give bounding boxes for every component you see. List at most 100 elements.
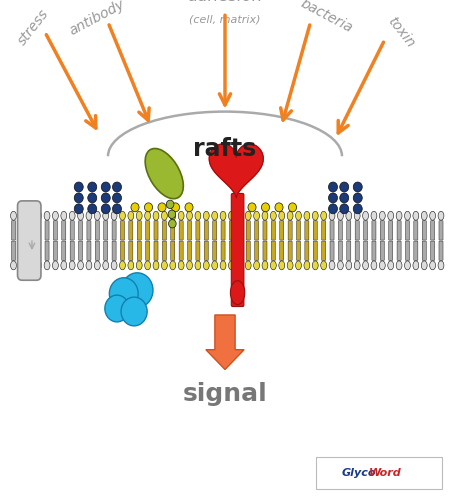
Ellipse shape xyxy=(288,203,297,212)
Ellipse shape xyxy=(144,203,153,212)
Ellipse shape xyxy=(61,211,67,220)
FancyBboxPatch shape xyxy=(121,241,125,260)
Ellipse shape xyxy=(338,211,343,220)
Ellipse shape xyxy=(78,261,84,270)
Ellipse shape xyxy=(145,148,183,199)
FancyBboxPatch shape xyxy=(364,221,368,240)
Ellipse shape xyxy=(328,193,338,203)
Ellipse shape xyxy=(413,211,419,220)
Ellipse shape xyxy=(101,182,110,192)
Ellipse shape xyxy=(36,261,41,270)
Ellipse shape xyxy=(171,203,180,212)
Ellipse shape xyxy=(86,261,92,270)
FancyBboxPatch shape xyxy=(70,221,74,240)
Ellipse shape xyxy=(136,261,142,270)
Ellipse shape xyxy=(229,261,234,270)
FancyBboxPatch shape xyxy=(422,241,426,260)
FancyBboxPatch shape xyxy=(263,241,267,260)
Ellipse shape xyxy=(103,261,108,270)
FancyBboxPatch shape xyxy=(20,241,24,260)
Ellipse shape xyxy=(168,219,176,228)
Ellipse shape xyxy=(128,261,134,270)
FancyBboxPatch shape xyxy=(305,241,309,260)
Ellipse shape xyxy=(109,278,138,310)
Ellipse shape xyxy=(145,211,151,220)
Ellipse shape xyxy=(396,211,402,220)
FancyBboxPatch shape xyxy=(112,241,116,260)
Ellipse shape xyxy=(212,211,218,220)
Ellipse shape xyxy=(329,211,335,220)
Ellipse shape xyxy=(270,211,276,220)
FancyBboxPatch shape xyxy=(121,221,125,240)
Ellipse shape xyxy=(363,211,369,220)
Ellipse shape xyxy=(162,261,167,270)
FancyBboxPatch shape xyxy=(330,241,334,260)
FancyBboxPatch shape xyxy=(162,241,166,260)
Ellipse shape xyxy=(112,193,122,203)
FancyBboxPatch shape xyxy=(347,221,351,240)
FancyBboxPatch shape xyxy=(338,241,342,260)
FancyBboxPatch shape xyxy=(45,221,49,240)
FancyBboxPatch shape xyxy=(154,221,158,240)
Ellipse shape xyxy=(88,182,97,192)
Ellipse shape xyxy=(86,211,92,220)
Ellipse shape xyxy=(61,261,67,270)
FancyBboxPatch shape xyxy=(431,221,435,240)
Ellipse shape xyxy=(44,261,50,270)
FancyBboxPatch shape xyxy=(129,241,133,260)
Ellipse shape xyxy=(101,204,110,214)
FancyBboxPatch shape xyxy=(213,221,217,240)
FancyBboxPatch shape xyxy=(20,221,24,240)
FancyBboxPatch shape xyxy=(171,241,175,260)
Ellipse shape xyxy=(296,211,302,220)
Ellipse shape xyxy=(153,261,159,270)
FancyBboxPatch shape xyxy=(36,241,40,260)
Ellipse shape xyxy=(74,182,83,192)
Ellipse shape xyxy=(340,204,349,214)
FancyBboxPatch shape xyxy=(154,241,158,260)
Ellipse shape xyxy=(220,211,226,220)
FancyBboxPatch shape xyxy=(271,241,275,260)
FancyBboxPatch shape xyxy=(179,221,183,240)
Ellipse shape xyxy=(168,210,176,219)
FancyBboxPatch shape xyxy=(104,241,108,260)
FancyBboxPatch shape xyxy=(431,241,435,260)
FancyBboxPatch shape xyxy=(162,221,166,240)
FancyBboxPatch shape xyxy=(280,241,284,260)
Ellipse shape xyxy=(203,211,209,220)
Ellipse shape xyxy=(128,211,134,220)
Ellipse shape xyxy=(170,261,176,270)
Polygon shape xyxy=(209,144,263,198)
FancyBboxPatch shape xyxy=(171,221,175,240)
FancyBboxPatch shape xyxy=(414,221,418,240)
Ellipse shape xyxy=(195,211,201,220)
Ellipse shape xyxy=(237,211,243,220)
Ellipse shape xyxy=(145,261,151,270)
Ellipse shape xyxy=(321,261,327,270)
FancyBboxPatch shape xyxy=(70,241,74,260)
FancyBboxPatch shape xyxy=(213,241,217,260)
FancyBboxPatch shape xyxy=(288,221,292,240)
FancyBboxPatch shape xyxy=(238,241,242,260)
Ellipse shape xyxy=(353,193,362,203)
Ellipse shape xyxy=(421,211,427,220)
Ellipse shape xyxy=(346,211,352,220)
FancyBboxPatch shape xyxy=(95,221,99,240)
Ellipse shape xyxy=(230,281,245,305)
FancyBboxPatch shape xyxy=(422,221,426,240)
Ellipse shape xyxy=(354,211,360,220)
Ellipse shape xyxy=(112,182,122,192)
Ellipse shape xyxy=(120,261,126,270)
FancyBboxPatch shape xyxy=(95,241,99,260)
Ellipse shape xyxy=(237,261,243,270)
Ellipse shape xyxy=(287,211,293,220)
Ellipse shape xyxy=(170,211,176,220)
Ellipse shape xyxy=(430,261,436,270)
Ellipse shape xyxy=(111,261,117,270)
FancyBboxPatch shape xyxy=(87,241,91,260)
Ellipse shape xyxy=(328,204,338,214)
FancyBboxPatch shape xyxy=(196,241,200,260)
FancyBboxPatch shape xyxy=(54,241,58,260)
Ellipse shape xyxy=(229,211,234,220)
FancyBboxPatch shape xyxy=(79,241,83,260)
